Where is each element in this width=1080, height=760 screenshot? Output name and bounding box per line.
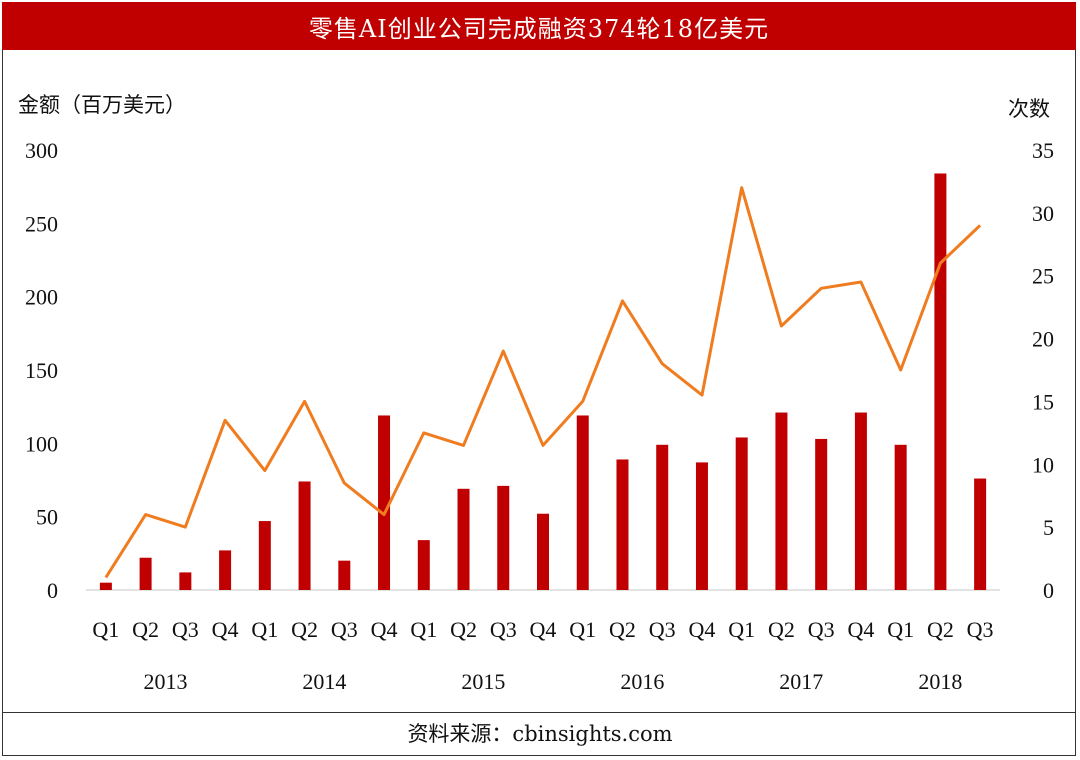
y-left-tick-label: 200 bbox=[25, 285, 58, 310]
amount-bar bbox=[258, 521, 271, 590]
year-label: 2015 bbox=[461, 669, 505, 694]
x-tick-label: Q1 bbox=[728, 617, 755, 642]
amount-bar bbox=[695, 462, 708, 590]
amount-bar bbox=[576, 415, 589, 590]
x-tick-label: Q3 bbox=[172, 617, 199, 642]
x-tick-label: Q1 bbox=[410, 617, 437, 642]
x-tick-label: Q4 bbox=[689, 617, 716, 642]
amount-bar bbox=[219, 550, 232, 590]
year-label: 2017 bbox=[779, 669, 823, 694]
x-tick-label: Q2 bbox=[450, 617, 477, 642]
amount-bar bbox=[139, 557, 152, 590]
x-tick-label: Q3 bbox=[331, 617, 358, 642]
y-axis-right-label: 次数 bbox=[1008, 97, 1050, 121]
amount-bar bbox=[338, 560, 351, 590]
x-tick-label: Q3 bbox=[808, 617, 835, 642]
y-axis-left-label: 金额（百万美元） bbox=[18, 93, 186, 117]
y-right-tick-label: 35 bbox=[1032, 138, 1054, 163]
y-right-tick-label: 25 bbox=[1032, 264, 1054, 289]
x-tick-label: Q4 bbox=[530, 617, 557, 642]
source-note: 资料来源：cbinsights.com bbox=[407, 722, 673, 746]
amount-bar bbox=[854, 412, 867, 590]
amount-bar bbox=[616, 459, 629, 590]
x-tick-label: Q1 bbox=[92, 617, 119, 642]
amount-bar bbox=[497, 485, 510, 590]
y-right-tick-label: 0 bbox=[1043, 578, 1054, 603]
x-tick-label: Q1 bbox=[251, 617, 278, 642]
year-label: 2014 bbox=[302, 669, 346, 694]
y-left-tick-label: 0 bbox=[47, 578, 58, 603]
amount-bar bbox=[815, 438, 828, 590]
amount-bar bbox=[99, 582, 112, 590]
footer-divider bbox=[2, 712, 1076, 713]
amount-bar bbox=[179, 572, 192, 590]
year-label: 2016 bbox=[620, 669, 664, 694]
x-tick-label: Q1 bbox=[569, 617, 596, 642]
amount-bar bbox=[974, 478, 987, 590]
y-left-tick-label: 150 bbox=[25, 358, 58, 383]
count-series-line bbox=[104, 186, 982, 579]
x-tick-label: Q2 bbox=[291, 617, 318, 642]
amount-bar bbox=[417, 540, 430, 590]
x-tick-label: Q2 bbox=[768, 617, 795, 642]
x-tick-label: Q4 bbox=[847, 617, 874, 642]
amount-bar bbox=[298, 481, 311, 590]
x-tick-label: Q4 bbox=[371, 617, 398, 642]
y-right-tick-label: 20 bbox=[1032, 327, 1054, 352]
x-tick-label: Q4 bbox=[212, 617, 239, 642]
amount-bar bbox=[735, 437, 748, 590]
amount-bar bbox=[457, 488, 470, 590]
year-label: 2018 bbox=[918, 669, 962, 694]
x-tick-label: Q2 bbox=[132, 617, 159, 642]
x-tick-label: Q2 bbox=[927, 617, 954, 642]
y-right-tick-label: 10 bbox=[1032, 452, 1054, 477]
y-left-tick-label: 300 bbox=[25, 138, 58, 163]
year-label: 2013 bbox=[143, 669, 187, 694]
chart-title: 零售AI创业公司完成融资374轮18亿美元 bbox=[2, 2, 1076, 50]
y-right-tick-label: 15 bbox=[1032, 389, 1054, 414]
x-tick-label: Q3 bbox=[649, 617, 676, 642]
y-right-tick-label: 30 bbox=[1032, 201, 1054, 226]
amount-bar bbox=[656, 444, 669, 590]
y-right-tick-label: 5 bbox=[1043, 515, 1054, 540]
amount-bar bbox=[537, 513, 549, 590]
y-left-tick-label: 250 bbox=[25, 211, 58, 236]
x-tick-label: Q2 bbox=[609, 617, 636, 642]
amount-bar bbox=[934, 173, 947, 590]
y-left-tick-label: 100 bbox=[25, 431, 58, 456]
amount-bar bbox=[378, 415, 391, 590]
amount-bar bbox=[894, 444, 907, 590]
amount-bar bbox=[775, 412, 788, 590]
x-tick-label: Q1 bbox=[887, 617, 914, 642]
x-tick-label: Q3 bbox=[967, 617, 994, 642]
x-tick-label: Q3 bbox=[490, 617, 517, 642]
y-left-tick-label: 50 bbox=[36, 505, 58, 530]
